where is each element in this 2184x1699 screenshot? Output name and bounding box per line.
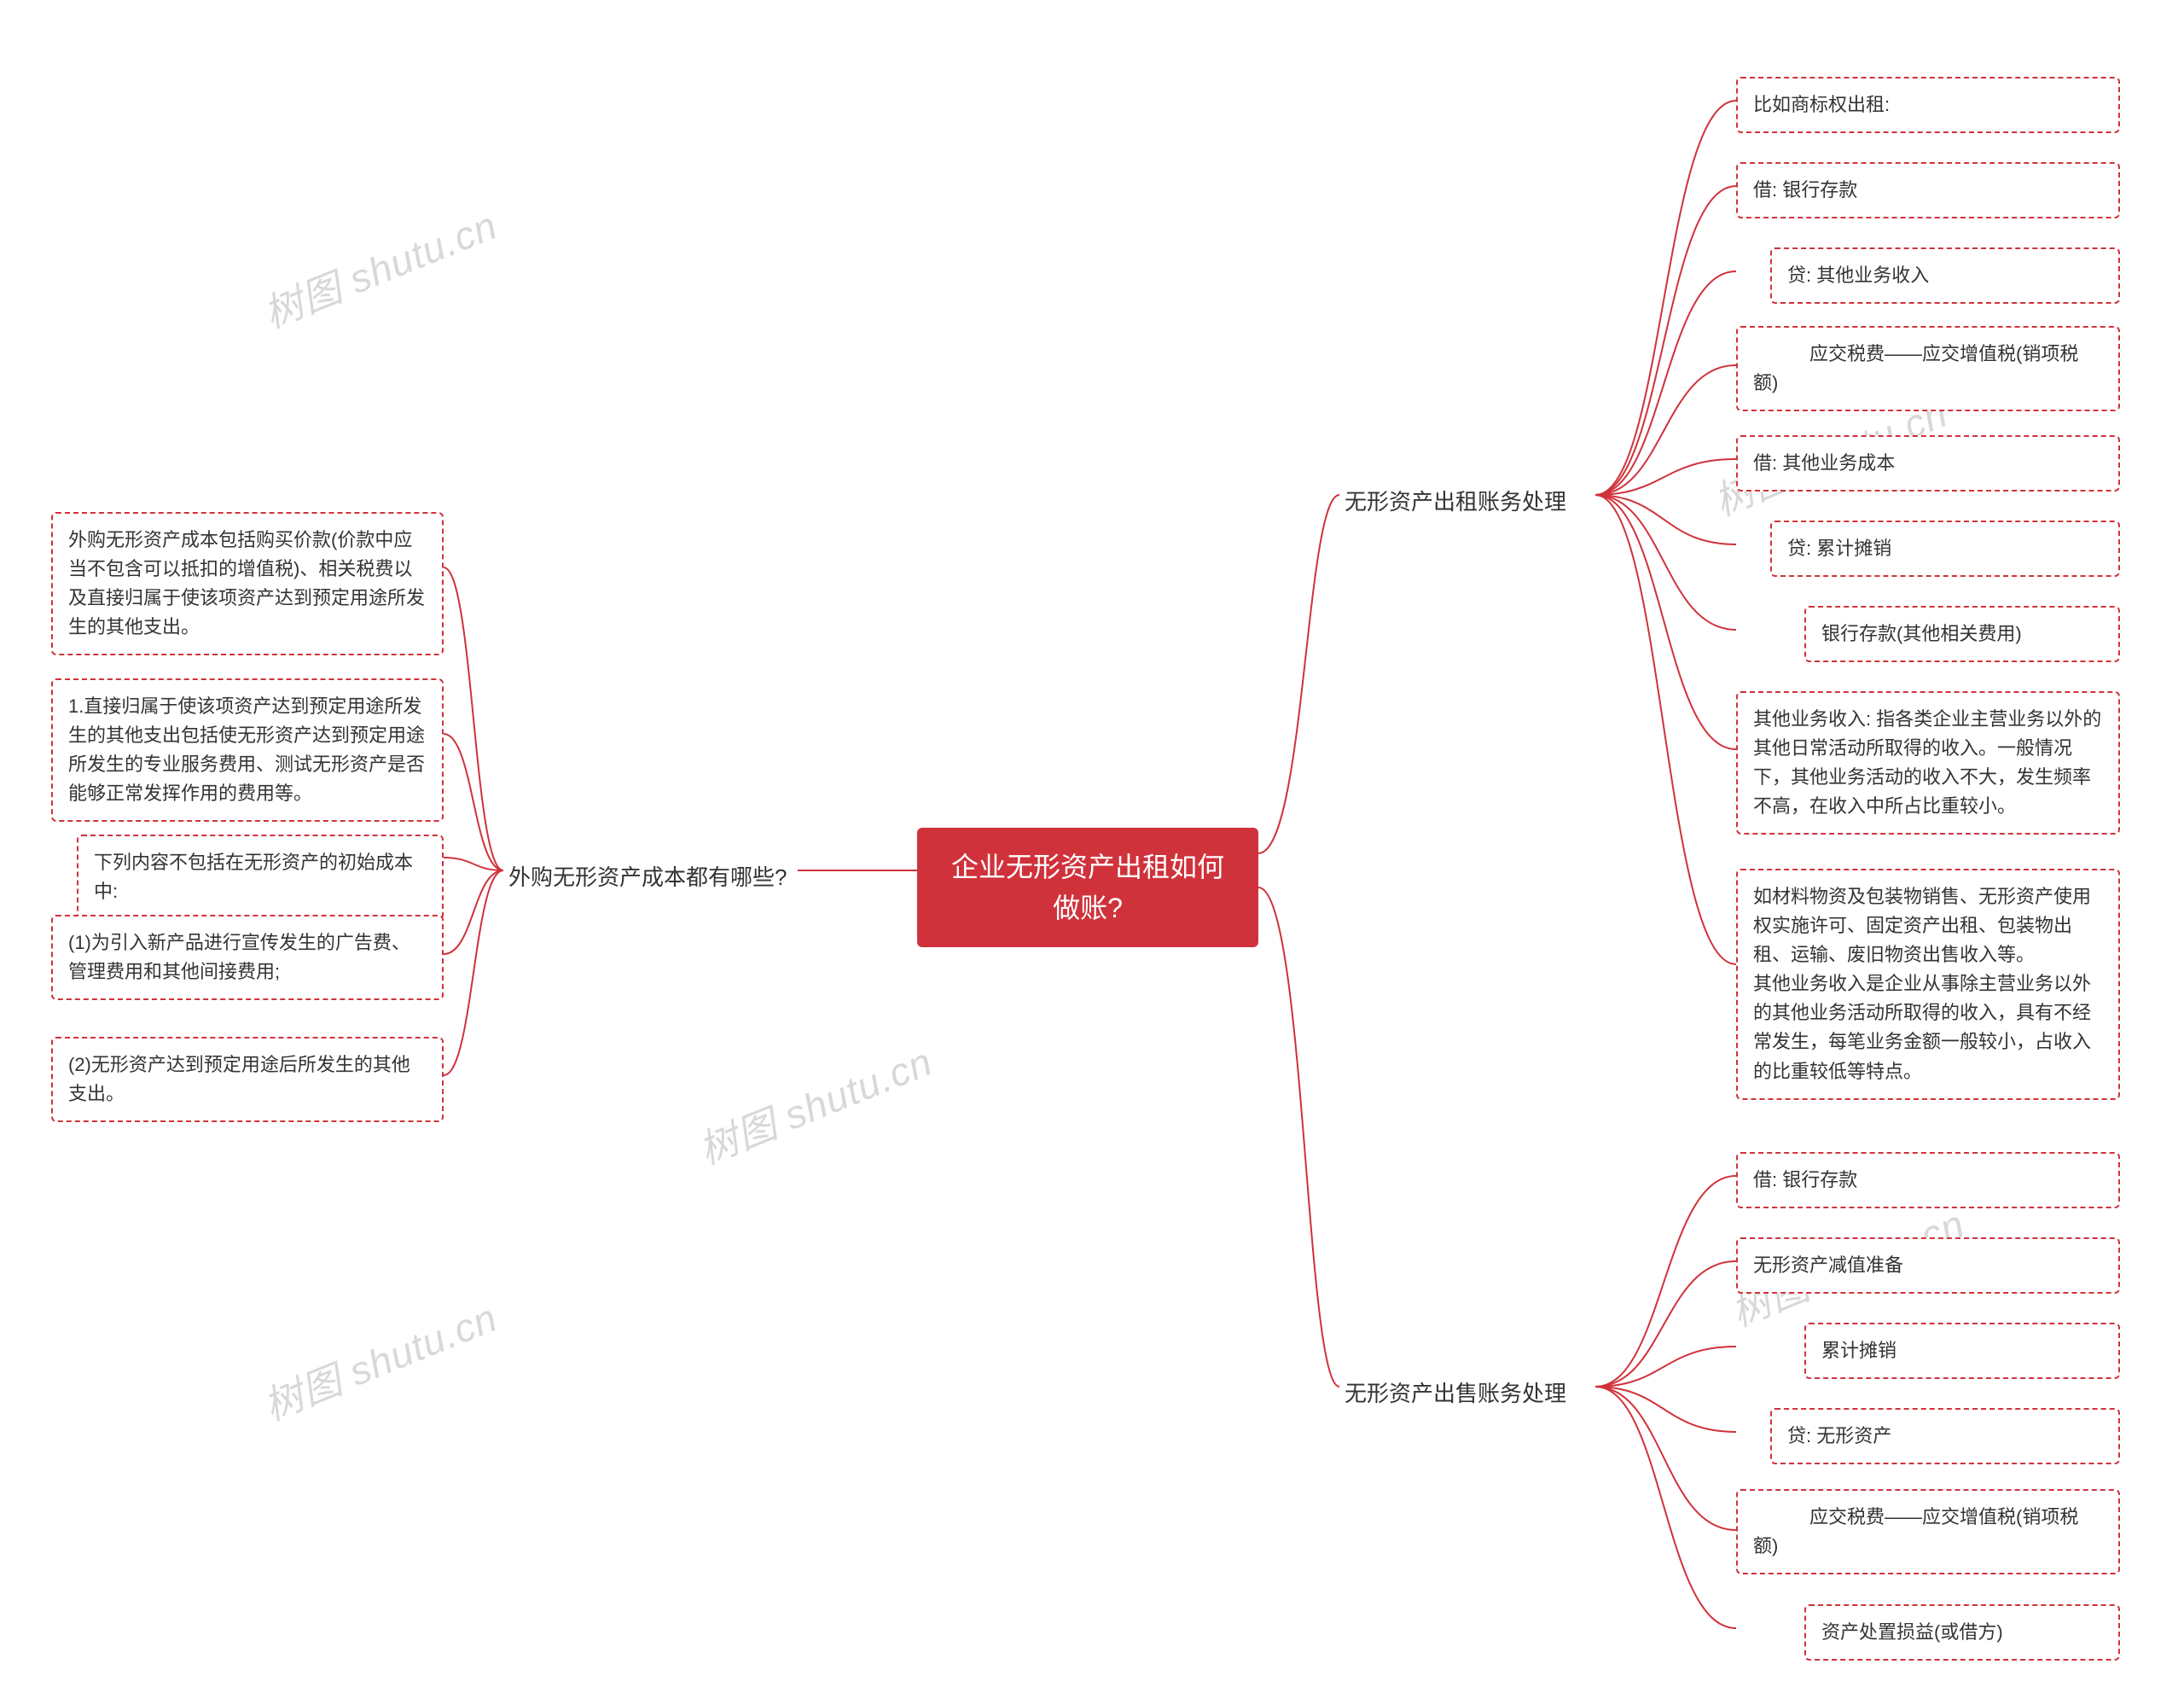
leaf-left-4: (2)无形资产达到预定用途后所发生的其他支出。 bbox=[51, 1037, 444, 1122]
leaf-sell-2: 累计摊销 bbox=[1804, 1323, 2120, 1379]
watermark: 树图 shutu.cn bbox=[689, 1031, 939, 1176]
leaf-sell-0: 借: 银行存款 bbox=[1736, 1152, 2120, 1208]
watermark: 树图 shutu.cn bbox=[254, 195, 504, 340]
leaf-rent-7: 其他业务收入: 指各类企业主营业务以外的其他日常活动所取得的收入。一般情况下，其… bbox=[1736, 691, 2120, 835]
leaf-rent-6: 银行存款(其他相关费用) bbox=[1804, 606, 2120, 662]
leaf-sell-3: 贷: 无形资产 bbox=[1770, 1408, 2120, 1464]
leaf-left-0: 外购无形资产成本包括购买价款(价款中应当不包含可以抵扣的增值税)、相关税费以及直… bbox=[51, 512, 444, 655]
leaf-sell-5: 资产处置损益(或借方) bbox=[1804, 1604, 2120, 1661]
watermark: 树图 shutu.cn bbox=[254, 1287, 504, 1432]
leaf-left-2: 下列内容不包括在无形资产的初始成本中: bbox=[77, 835, 444, 920]
branch-right-sell: 无形资产出售账务处理 bbox=[1339, 1370, 1571, 1415]
leaf-rent-3: 应交税费——应交增值税(销项税额) bbox=[1736, 326, 2120, 411]
branch-left: 外购无形资产成本都有哪些? bbox=[503, 853, 792, 899]
leaf-rent-0: 比如商标权出租: bbox=[1736, 77, 2120, 133]
leaf-left-3: (1)为引入新产品进行宣传发生的广告费、管理费用和其他间接费用; bbox=[51, 915, 444, 1000]
leaf-rent-2: 贷: 其他业务收入 bbox=[1770, 247, 2120, 304]
leaf-sell-1: 无形资产减值准备 bbox=[1736, 1237, 2120, 1294]
leaf-rent-5: 贷: 累计摊销 bbox=[1770, 521, 2120, 577]
leaf-rent-4: 借: 其他业务成本 bbox=[1736, 435, 2120, 492]
leaf-rent-8: 如材料物资及包装物销售、无形资产使用权实施许可、固定资产出租、包装物出租、运输、… bbox=[1736, 869, 2120, 1100]
leaf-rent-1: 借: 银行存款 bbox=[1736, 162, 2120, 218]
leaf-left-1: 1.直接归属于使该项资产达到预定用途所发生的其他支出包括使无形资产达到预定用途所… bbox=[51, 678, 444, 822]
leaf-sell-4: 应交税费——应交增值税(销项税额) bbox=[1736, 1489, 2120, 1574]
branch-right-rent: 无形资产出租账务处理 bbox=[1339, 478, 1571, 523]
root-node: 企业无形资产出租如何做账? bbox=[917, 828, 1258, 947]
